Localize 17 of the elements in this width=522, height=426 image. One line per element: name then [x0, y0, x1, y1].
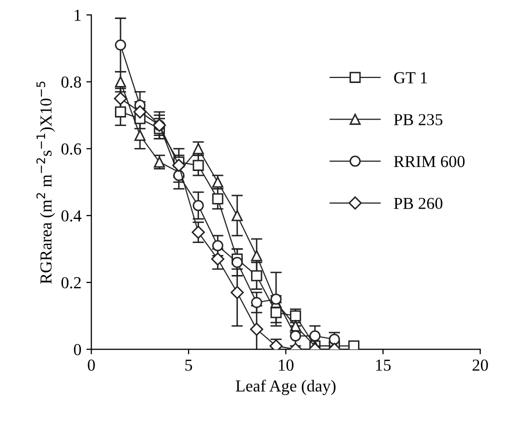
x-tick-label: 15	[376, 360, 391, 371]
y-tick-label: 0.8	[61, 76, 81, 88]
x-tick-label: 10	[278, 360, 294, 371]
y-tick-label: 0.4	[61, 210, 82, 222]
x-tick-label: 20	[472, 360, 488, 371]
y-tick-label: 0	[74, 344, 81, 356]
legend-label: GT 1	[394, 72, 427, 84]
x-axis-title: Leaf Age (day)	[236, 380, 336, 396]
y-tick-label: 0.6	[61, 143, 82, 155]
y-tick-label: 1	[74, 10, 81, 21]
x-tick-label: 5	[185, 360, 192, 371]
y-axis-title: RGRarea (m$^{2}$ m$^{−2}$s$^{−1}$)X10$^{−5}$	[36, 82, 55, 284]
legend-label: PB 260	[394, 198, 442, 210]
y-tick-label: 0.2	[61, 277, 81, 288]
x-tick-label: 0	[88, 360, 95, 371]
legend-label: PB 235	[394, 114, 442, 126]
legend-label: RRIM 600	[394, 156, 465, 168]
